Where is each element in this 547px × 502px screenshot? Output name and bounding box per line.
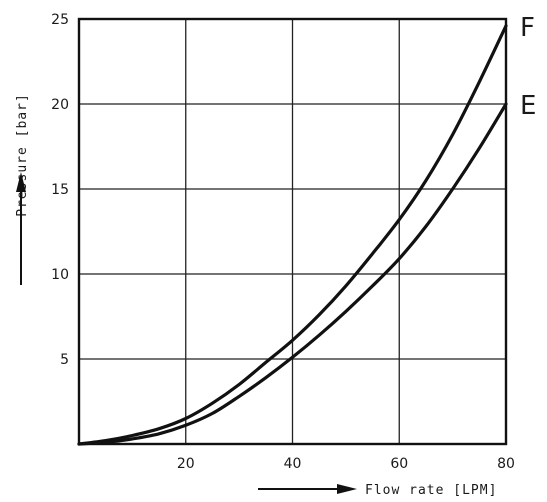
y-axis-title: Pressure [bar] xyxy=(15,93,30,217)
y-tick-label-25: 25 xyxy=(51,12,69,28)
y-tick-label-5: 5 xyxy=(60,352,69,368)
series-line-F xyxy=(77,24,508,446)
x-axis-arrow-head xyxy=(337,484,357,494)
y-tick-label-15: 15 xyxy=(51,182,69,198)
x-axis-title: Flow rate [LPM] xyxy=(365,483,497,498)
plot-frame xyxy=(77,17,508,446)
series-label-F: F xyxy=(520,13,535,43)
series-layer xyxy=(77,24,508,446)
x-tick-label-40: 40 xyxy=(284,456,302,472)
tick-labels: 20 40 60 80 5 10 15 20 25 xyxy=(51,12,515,472)
y-tick-label-10: 10 xyxy=(51,267,69,283)
grid xyxy=(79,19,506,444)
x-tick-label-80: 80 xyxy=(497,456,515,472)
y-axis-arrow-head xyxy=(16,172,26,192)
series-label-E: E xyxy=(520,91,536,121)
series-line-E xyxy=(77,102,508,446)
y-tick-label-20: 20 xyxy=(51,97,69,113)
x-tick-label-20: 20 xyxy=(177,456,195,472)
x-tick-label-60: 60 xyxy=(390,456,408,472)
series-labels: FE xyxy=(520,13,536,121)
